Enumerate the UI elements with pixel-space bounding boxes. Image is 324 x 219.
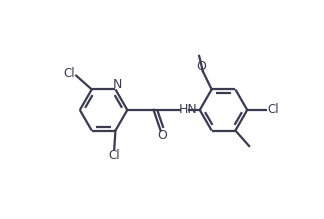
Text: O: O — [157, 129, 168, 142]
Text: Cl: Cl — [63, 67, 75, 80]
Text: HN: HN — [179, 103, 198, 117]
Text: Cl: Cl — [268, 103, 279, 117]
Text: N: N — [113, 78, 122, 91]
Text: Cl: Cl — [109, 149, 120, 162]
Text: O: O — [197, 60, 207, 73]
